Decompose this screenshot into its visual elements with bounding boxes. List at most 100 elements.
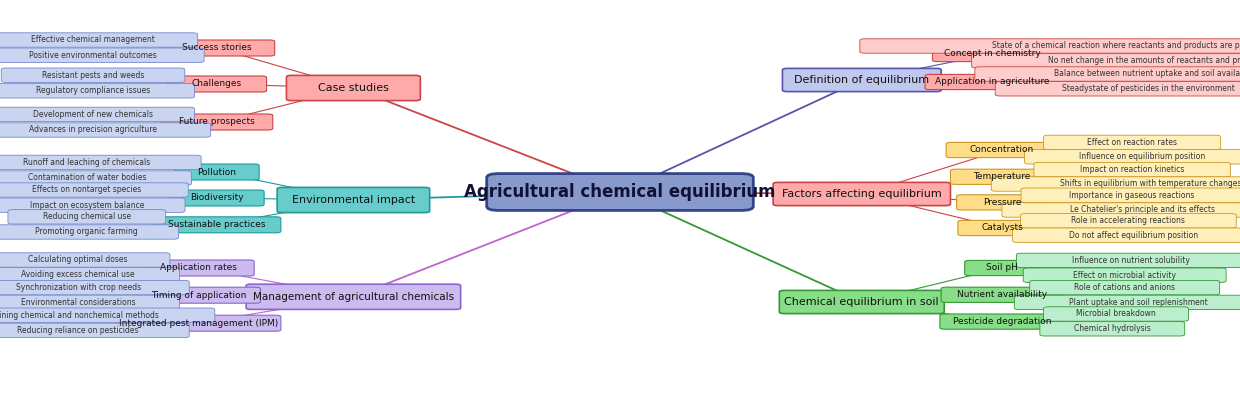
FancyBboxPatch shape (167, 76, 267, 92)
FancyBboxPatch shape (782, 68, 941, 92)
Text: Synchronization with crop needs: Synchronization with crop needs (16, 283, 140, 292)
Text: Factors affecting equilibrium: Factors affecting equilibrium (782, 189, 941, 199)
FancyBboxPatch shape (965, 260, 1039, 276)
FancyBboxPatch shape (1023, 268, 1226, 282)
FancyBboxPatch shape (175, 164, 259, 180)
FancyBboxPatch shape (959, 220, 1047, 236)
Text: Nutrient availability: Nutrient availability (957, 290, 1047, 299)
FancyBboxPatch shape (277, 187, 429, 213)
Text: Catalysts: Catalysts (981, 224, 1023, 232)
Text: No net change in the amounts of reactants and products: No net change in the amounts of reactant… (1048, 56, 1240, 65)
FancyBboxPatch shape (0, 198, 185, 212)
FancyBboxPatch shape (1029, 280, 1220, 295)
Text: Microbial breakdown: Microbial breakdown (1076, 310, 1156, 318)
FancyBboxPatch shape (991, 177, 1240, 191)
Text: Regulatory compliance issues: Regulatory compliance issues (36, 86, 150, 95)
Text: Pollution: Pollution (197, 168, 237, 176)
Text: Influence on equilibrium position: Influence on equilibrium position (1079, 152, 1205, 161)
FancyBboxPatch shape (117, 315, 280, 331)
Text: Role of cations and anions: Role of cations and anions (1074, 283, 1176, 292)
FancyBboxPatch shape (136, 287, 260, 303)
FancyBboxPatch shape (0, 253, 170, 267)
Text: Reducing reliance on pesticides: Reducing reliance on pesticides (17, 326, 139, 335)
Text: Effect on microbial activity: Effect on microbial activity (1073, 271, 1177, 280)
FancyBboxPatch shape (1024, 150, 1240, 164)
FancyBboxPatch shape (0, 308, 215, 322)
Text: Management of agricultural chemicals: Management of agricultural chemicals (253, 292, 454, 302)
Text: Promoting organic farming: Promoting organic farming (36, 228, 138, 236)
FancyBboxPatch shape (0, 280, 190, 295)
FancyBboxPatch shape (975, 67, 1240, 81)
Text: Environmental impact: Environmental impact (291, 195, 415, 205)
Text: Application in agriculture: Application in agriculture (935, 78, 1049, 86)
Text: Case studies: Case studies (317, 83, 389, 93)
Text: Effects on nontarget species: Effects on nontarget species (32, 186, 141, 194)
Text: Effective chemical management: Effective chemical management (31, 36, 155, 44)
FancyBboxPatch shape (170, 190, 264, 206)
FancyBboxPatch shape (859, 39, 1240, 53)
Text: Steadystate of pesticides in the environment: Steadystate of pesticides in the environ… (1061, 84, 1235, 93)
Text: Le Chatelier's principle and its effects: Le Chatelier's principle and its effects (1070, 206, 1214, 214)
Text: Calculating optimal doses: Calculating optimal doses (29, 256, 128, 264)
FancyBboxPatch shape (0, 33, 197, 47)
Text: Application rates: Application rates (160, 264, 237, 272)
Text: Timing of application: Timing of application (151, 291, 246, 300)
FancyBboxPatch shape (286, 75, 420, 100)
FancyBboxPatch shape (161, 114, 273, 130)
FancyBboxPatch shape (996, 82, 1240, 96)
FancyBboxPatch shape (1040, 322, 1184, 336)
Text: Development of new chemicals: Development of new chemicals (33, 110, 153, 119)
Text: Runoff and leaching of chemicals: Runoff and leaching of chemicals (24, 158, 150, 167)
Text: Agricultural chemical equilibrium: Agricultural chemical equilibrium (464, 183, 776, 201)
Text: Future prospects: Future prospects (179, 118, 255, 126)
Text: State of a chemical reaction where reactants and products are present in constan: State of a chemical reaction where react… (992, 42, 1240, 50)
Text: Balance between nutrient uptake and soil availability: Balance between nutrient uptake and soil… (1054, 70, 1240, 78)
FancyBboxPatch shape (0, 295, 180, 310)
Text: Definition of equilibrium: Definition of equilibrium (795, 75, 929, 85)
Text: Combining chemical and nonchemical methods: Combining chemical and nonchemical metho… (0, 311, 159, 320)
FancyBboxPatch shape (1, 68, 185, 82)
FancyBboxPatch shape (1013, 228, 1240, 242)
Text: Influence on nutrient solubility: Influence on nutrient solubility (1071, 256, 1190, 265)
FancyBboxPatch shape (932, 46, 1052, 62)
FancyBboxPatch shape (1034, 162, 1230, 177)
Text: Biodiversity: Biodiversity (190, 194, 244, 202)
FancyBboxPatch shape (972, 54, 1240, 68)
FancyBboxPatch shape (1021, 214, 1236, 228)
Text: Environmental considerations: Environmental considerations (21, 298, 135, 307)
Text: Pesticide degradation: Pesticide degradation (952, 317, 1052, 326)
Text: Impact on reaction kinetics: Impact on reaction kinetics (1080, 165, 1184, 174)
FancyBboxPatch shape (0, 84, 195, 98)
Text: Integrated pest management (IPM): Integrated pest management (IPM) (119, 319, 278, 328)
Text: Chemical equilibrium in soil: Chemical equilibrium in soil (785, 297, 939, 307)
FancyBboxPatch shape (0, 107, 195, 122)
FancyBboxPatch shape (0, 225, 179, 239)
FancyBboxPatch shape (779, 290, 945, 314)
FancyBboxPatch shape (1017, 253, 1240, 268)
Text: Contamination of water bodies: Contamination of water bodies (27, 174, 146, 182)
Text: Temperature: Temperature (973, 172, 1030, 181)
Text: Resistant pests and weeds: Resistant pests and weeds (42, 71, 144, 80)
Text: Chemical hydrolysis: Chemical hydrolysis (1074, 324, 1151, 333)
FancyBboxPatch shape (153, 217, 280, 233)
Text: Pressure: Pressure (982, 198, 1022, 207)
FancyBboxPatch shape (925, 74, 1059, 90)
FancyBboxPatch shape (246, 284, 460, 310)
Text: Effect on reaction rates: Effect on reaction rates (1087, 138, 1177, 147)
FancyBboxPatch shape (1021, 188, 1240, 202)
Text: Success stories: Success stories (182, 44, 252, 52)
FancyBboxPatch shape (1002, 203, 1240, 217)
FancyBboxPatch shape (774, 182, 950, 206)
FancyBboxPatch shape (957, 195, 1047, 210)
Text: Impact on ecosystem balance: Impact on ecosystem balance (30, 201, 144, 210)
FancyBboxPatch shape (0, 155, 201, 170)
Text: Importance in gaseous reactions: Importance in gaseous reactions (1069, 191, 1195, 200)
Text: Do not affect equilibrium position: Do not affect equilibrium position (1069, 231, 1198, 240)
FancyBboxPatch shape (1044, 135, 1220, 150)
FancyBboxPatch shape (946, 142, 1058, 158)
FancyBboxPatch shape (0, 323, 190, 338)
Text: Plant uptake and soil replenishment: Plant uptake and soil replenishment (1069, 298, 1208, 307)
FancyBboxPatch shape (1044, 307, 1188, 321)
Text: Reducing chemical use: Reducing chemical use (42, 212, 131, 221)
Text: Concept in chemistry: Concept in chemistry (944, 50, 1040, 58)
